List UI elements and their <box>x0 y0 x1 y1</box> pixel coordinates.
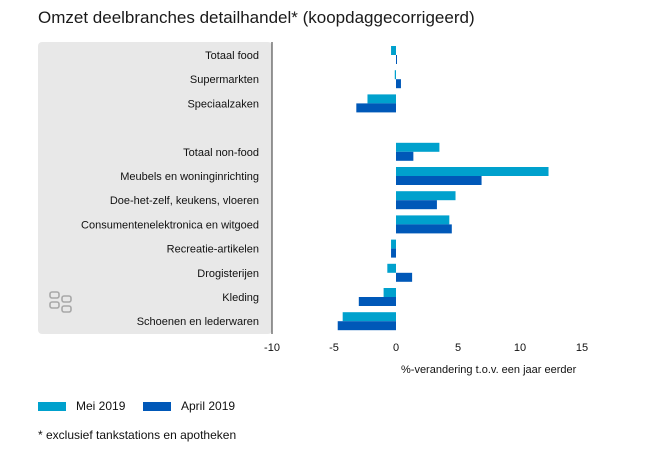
legend-swatch-mei <box>38 402 66 412</box>
legend-item-april: April 2019 <box>143 399 235 413</box>
chart-title: Omzet deelbranches detailhandel* (koopda… <box>38 8 475 27</box>
category-label-drogisterijen: Drogisterijen <box>197 268 259 280</box>
bar-mei-2019-totaal-food <box>391 46 396 55</box>
bar-april-2019-meubels-en-woninginrichting <box>396 176 482 185</box>
legend-swatch-april <box>143 402 171 412</box>
bar-april-2019-kleding <box>358 297 396 306</box>
bar-april-2019-supermarkten <box>396 79 401 89</box>
bar-april-2019-totaal-non-food <box>396 151 414 161</box>
category-label-supermarkten: Supermarkten <box>190 74 259 86</box>
legend-item-mei: Mei 2019 <box>38 399 125 413</box>
bar-april-2019-drogisterijen <box>396 272 413 282</box>
bar-mei-2019-recreatie-artikelen <box>391 239 396 249</box>
cbs-logo-part <box>61 305 72 313</box>
category-label-doe-het-zelf-keukens-vloeren: Doe-het-zelf, keukens, vloeren <box>110 195 259 207</box>
bar-april-2019-speciaalzaken <box>356 103 396 113</box>
bar-mei-2019-drogisterijen <box>387 263 396 273</box>
x-tick-label-0: 0 <box>393 342 399 354</box>
chart-area: Totaal food Supermarkten Speciaalzaken Tota… <box>38 42 598 376</box>
x-tick-label-5: 5 <box>455 342 461 354</box>
category-label-totaal-non-food: Totaal non-food <box>183 147 259 159</box>
bar-mei-2019-supermarkten <box>394 70 396 80</box>
bar-april-2019-schoenen-en-lederwaren <box>337 321 396 331</box>
bar-mei-2019-kleding <box>383 288 396 297</box>
bar-april-2019-recreatie-artikelen <box>391 248 396 258</box>
x-axis-label: %-verandering t.o.v. een jaar eerder <box>401 364 577 376</box>
category-label-kleding: Kleding <box>222 292 259 304</box>
bar-mei-2019-consumentenelektronica-en-witgoed <box>396 215 450 225</box>
bar-april-2019-doe-het-zelf-keukens-vloeren <box>396 200 437 210</box>
bar-mei-2019-doe-het-zelf-keukens-vloeren <box>396 191 456 201</box>
x-tick-label-15: 15 <box>576 342 588 354</box>
x-tick-label-5: -5 <box>329 342 339 354</box>
footnote: * exclusief tankstations en apotheken <box>38 428 237 442</box>
x-tick-label-10: 10 <box>514 342 526 354</box>
label-panel <box>38 42 272 334</box>
category-label-schoenen-en-lederwaren: Schoenen en lederwaren <box>137 316 259 328</box>
cbs-logo-part <box>49 301 60 309</box>
category-label-meubels-en-woninginrichting: Meubels en woninginrichting <box>120 171 259 183</box>
plot-background <box>272 42 598 334</box>
bar-mei-2019-schoenen-en-lederwaren <box>342 312 396 322</box>
bar-mei-2019-totaal-non-food <box>396 142 440 152</box>
bar-mei-2019-meubels-en-woninginrichting <box>396 167 549 176</box>
legend-label-april: April 2019 <box>181 399 236 413</box>
x-tick-label-10: -10 <box>264 342 280 354</box>
cbs-logo-part <box>61 295 72 303</box>
bar-april-2019-totaal-food <box>396 55 397 64</box>
legend-label-mei: Mei 2019 <box>76 399 126 413</box>
category-label-consumentenelektronica-en-witgoed: Consumentenelektronica en witgoed <box>81 219 259 231</box>
bar-mei-2019-speciaalzaken <box>367 94 396 104</box>
cbs-logo-part <box>49 291 60 299</box>
cbs-logo-icon <box>49 291 72 313</box>
category-label-recreatie-artikelen: Recreatie-artikelen <box>167 244 259 256</box>
category-label-totaal-food: Totaal food <box>205 50 259 62</box>
category-label-speciaalzaken: Speciaalzaken <box>187 98 259 110</box>
bar-april-2019-consumentenelektronica-en-witgoed <box>396 224 452 234</box>
